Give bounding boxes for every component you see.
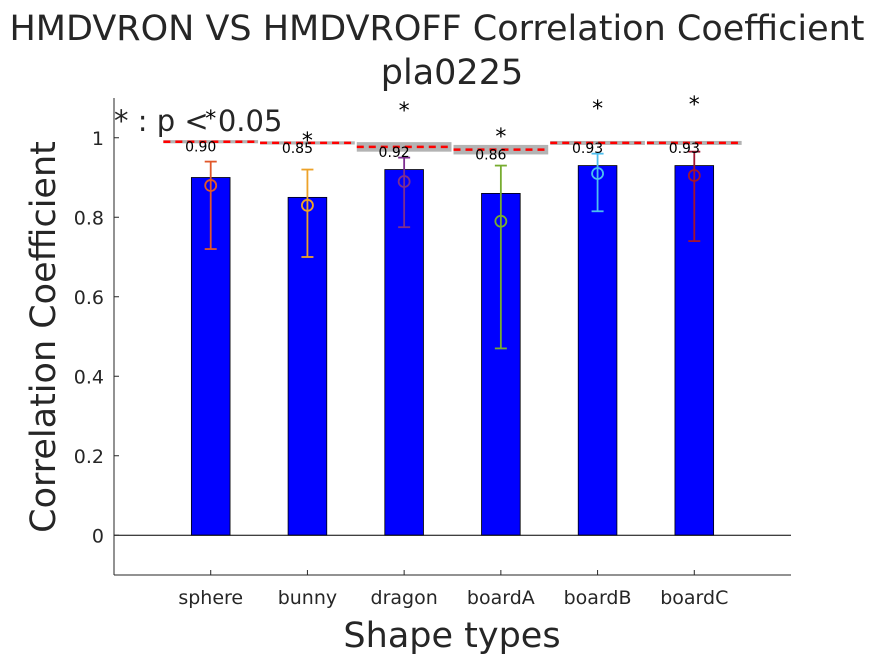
- x-tick-label-bunny: bunny: [278, 587, 337, 609]
- y-axis-label: Correlation Coefficient: [24, 141, 64, 533]
- chart-subtitle: pla0225: [381, 53, 523, 93]
- x-tick-label-sphere: sphere: [178, 587, 243, 609]
- y-ticks: 0 0.2 0.4 0.6 0.8 1: [74, 128, 119, 547]
- value-labels: 0.90 0.85 0.92 0.86 0.93 0.93: [185, 140, 700, 164]
- point-dragon: [397, 175, 411, 188]
- point-bunny: [301, 198, 314, 212]
- value-label-boardB: 0.93: [572, 141, 603, 157]
- point-sphere: [204, 179, 218, 192]
- y-tick-label-2: 0.4: [74, 366, 104, 388]
- value-label-boardA: 0.86: [475, 148, 506, 164]
- y-tick-label-1: 0.2: [74, 446, 104, 468]
- x-tick-label-dragon: dragon: [371, 587, 438, 609]
- significance-star-boardC: *: [689, 93, 700, 118]
- x-tick-label-boardA: boardA: [467, 587, 535, 609]
- y-tick-label-4: 0.8: [74, 207, 104, 229]
- significance-star-sphere: *: [205, 107, 216, 132]
- significance-star-boardA: *: [495, 125, 506, 150]
- threshold-band-dragon: [356, 142, 452, 152]
- significance-star-bunny: *: [302, 129, 313, 154]
- y-tick-label-5: 1: [92, 128, 104, 150]
- significance-star-boardB: *: [592, 97, 603, 122]
- significance-legend: * : p < 0.05: [114, 104, 282, 138]
- threshold-band-boardB: [550, 140, 645, 145]
- value-label-boardC: 0.93: [669, 141, 700, 157]
- chart-title: HMDVRON VS HMDVROFF Correlation Coeffici…: [9, 9, 864, 49]
- point-boardB: [591, 167, 604, 180]
- y-tick-label-0: 0: [92, 525, 104, 547]
- error-bars: [204, 150, 701, 350]
- x-tick-label-boardB: boardB: [564, 587, 632, 609]
- threshold-band-boardA: [453, 144, 549, 155]
- x-ticks: sphere bunny dragon boardA boardB boardC: [178, 570, 728, 609]
- y-tick-label-3: 0.6: [74, 287, 104, 309]
- x-tick-label-boardC: boardC: [660, 587, 728, 609]
- value-label-bunny: 0.85: [282, 141, 313, 157]
- point-boardC: [687, 169, 701, 182]
- significance-markers: * * * * * *: [205, 93, 700, 154]
- x-axis-label: Shape types: [343, 616, 560, 656]
- value-label-sphere: 0.90: [185, 140, 216, 156]
- bar-boardB: [577, 165, 618, 536]
- threshold-band-sphere: [163, 140, 259, 144]
- significance-star-dragon: *: [399, 99, 410, 124]
- bars: [190, 165, 715, 536]
- threshold-band-boardC: [646, 140, 742, 145]
- point-boardA: [494, 214, 508, 228]
- value-label-dragon: 0.92: [379, 145, 410, 161]
- threshold-band-bunny: [260, 141, 355, 145]
- threshold-lines: [163, 140, 742, 155]
